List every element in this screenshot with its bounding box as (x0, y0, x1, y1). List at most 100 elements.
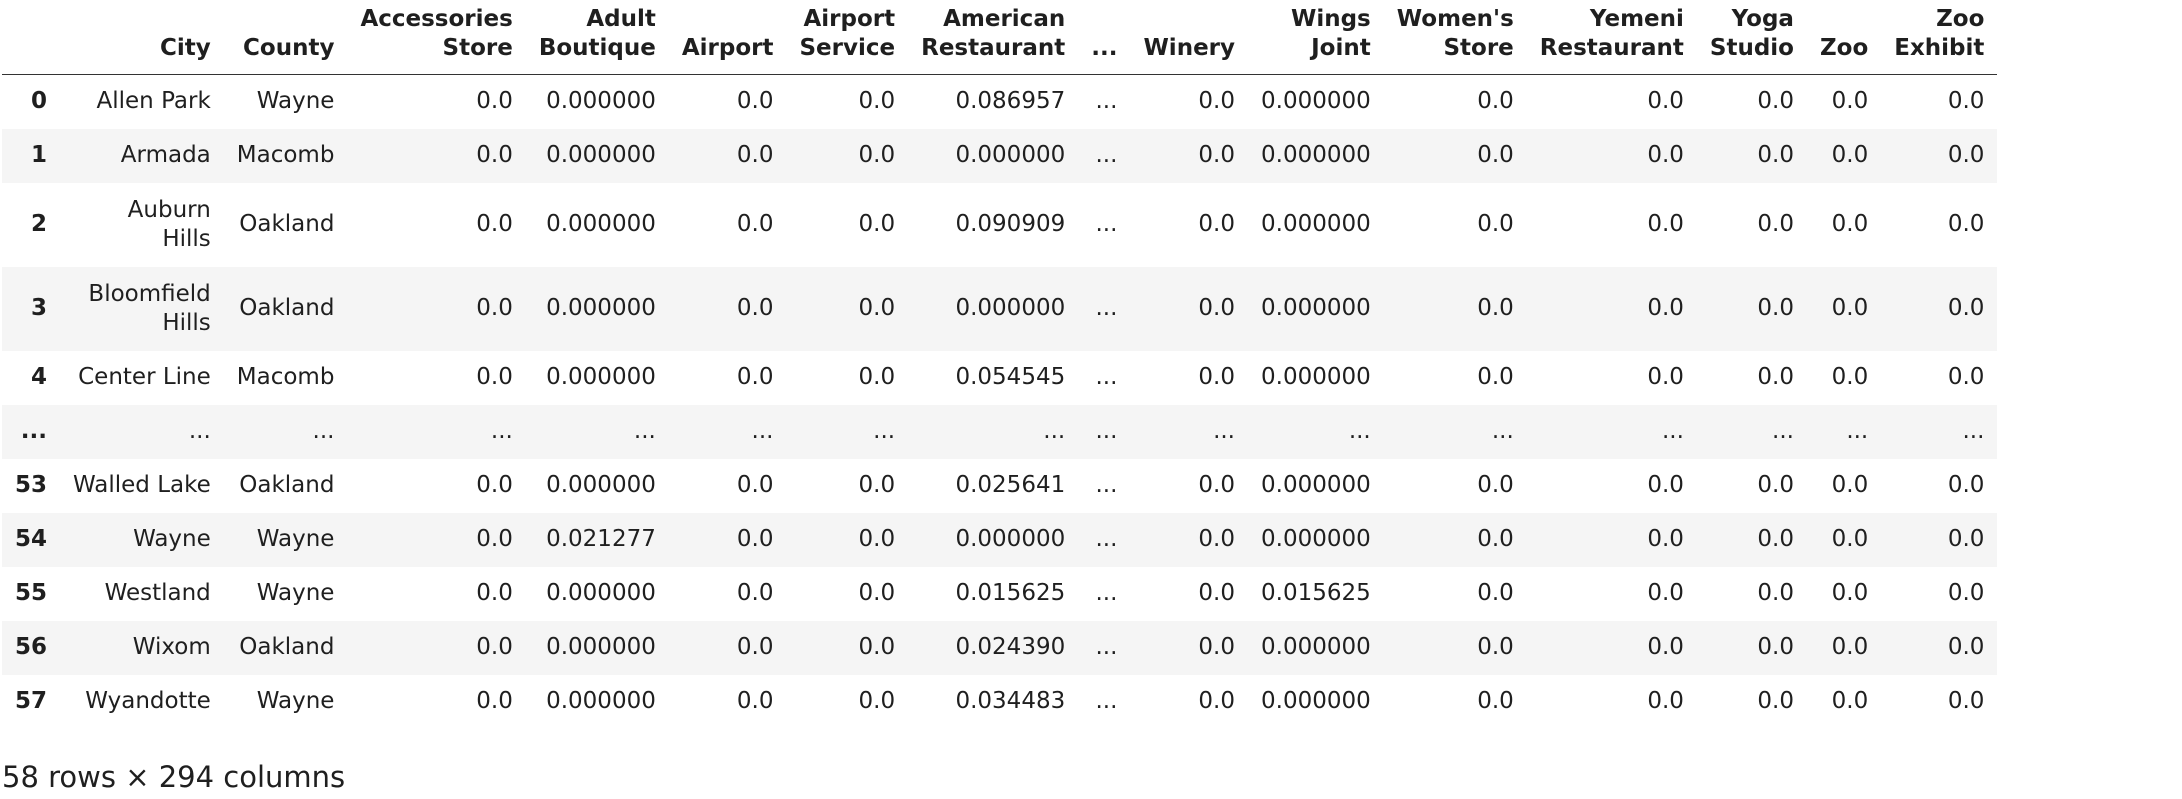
cell-yemeni-restaurant: 0.0 (1647, 364, 1684, 390)
cell-yoga-studio: 0.0 (1757, 526, 1794, 552)
cell-airport: 0.0 (736, 88, 774, 115)
row-index: 54 (15, 526, 48, 552)
cell-zoo-exhibit: 0.0 (1947, 580, 1985, 606)
cell-ellipsis: ... (1095, 211, 1118, 237)
cell-county: Oakland (239, 295, 335, 321)
table-row: 3 Bloomfield Hills Oakland 0.0 0.000000 … (2, 266, 1998, 351)
cell-yemeni-restaurant: 0.0 (1647, 526, 1684, 552)
cell-winery: 0.0 (1198, 634, 1235, 660)
cell-accessories-store: 0.0 (476, 526, 513, 552)
row-index: 1 (31, 142, 48, 168)
cell-adult-boutique: ... (633, 418, 656, 444)
cell-adult-boutique: 0.000000 (546, 580, 656, 606)
row-index: 57 (15, 688, 48, 714)
cell-airport-service: 0.0 (858, 364, 896, 390)
cell-winery: 0.0 (1198, 688, 1235, 714)
table-row: 4 Center Line Macomb 0.0 0.000000 0.0 0.… (2, 351, 1997, 405)
cell-zoo-exhibit: 0.0 (1947, 88, 1985, 115)
cell-ellipsis: ... (1095, 88, 1118, 115)
column-header-adult-boutique: Adult Boutique (525, 0, 669, 75)
cell-zoo: ... (1846, 418, 1869, 444)
dataframe-output: City County Accessories Store Adult Bout… (2, 0, 1998, 729)
cell-county: Oakland (239, 211, 335, 237)
cell-ellipsis: ... (1095, 295, 1118, 321)
cell-yemeni-restaurant: 0.0 (1647, 634, 1684, 660)
cell-yemeni-restaurant: ... (1661, 418, 1684, 444)
cell-accessories-store: 0.0 (476, 580, 513, 606)
cell-yemeni-restaurant: 0.0 (1647, 142, 1684, 168)
cell-county: Wayne (256, 88, 335, 115)
cell-zoo-exhibit: 0.0 (1947, 142, 1985, 168)
cell-airport: 0.0 (736, 688, 774, 714)
cell-ellipsis: ... (1095, 634, 1118, 660)
row-index: 0 (31, 88, 48, 115)
dataframe-shape-summary: 58 rows × 294 columns (2, 760, 346, 794)
table-row: 2 Auburn Hills Oakland 0.0 0.000000 0.0 … (2, 183, 1997, 267)
cell-zoo-exhibit: 0.0 (1947, 295, 1985, 321)
cell-city: Wayne (133, 526, 211, 552)
cell-adult-boutique: 0.000000 (546, 88, 656, 115)
cell-wings-joint: 0.015625 (1261, 580, 1371, 606)
cell-ellipsis: ... (1095, 142, 1118, 168)
cell-yemeni-restaurant: 0.0 (1647, 472, 1684, 498)
cell-zoo-exhibit: 0.0 (1947, 364, 1985, 390)
cell-yoga-studio: 0.0 (1757, 634, 1794, 660)
cell-airport-service: 0.0 (858, 634, 896, 660)
cell-winery: 0.0 (1198, 211, 1235, 237)
cell-american-restaurant: 0.000000 (955, 526, 1066, 552)
table-header: City County Accessories Store Adult Bout… (2, 0, 1998, 75)
cell-airport-service: 0.0 (858, 580, 896, 606)
cell-zoo: 0.0 (1831, 142, 1869, 168)
table-row: 53 Walled Lake Oakland 0.0 0.000000 0.0 … (2, 459, 1997, 513)
cell-winery: 0.0 (1198, 364, 1235, 390)
cell-zoo: 0.0 (1831, 211, 1869, 237)
cell-airport-service: 0.0 (858, 295, 896, 321)
cell-yemeni-restaurant: 0.0 (1647, 580, 1684, 606)
cell-womens-store: 0.0 (1477, 634, 1514, 660)
cell-american-restaurant: 0.015625 (955, 580, 1066, 606)
cell-american-restaurant: ... (1043, 418, 1066, 444)
cell-county: Oakland (239, 634, 335, 660)
cell-city: Wixom (132, 634, 211, 660)
cell-yemeni-restaurant: 0.0 (1647, 688, 1684, 714)
cell-accessories-store: 0.0 (476, 364, 513, 390)
cell-county: Wayne (256, 688, 335, 714)
cell-airport: 0.0 (736, 634, 774, 660)
cell-womens-store: 0.0 (1477, 472, 1514, 498)
cell-county: Oakland (239, 472, 335, 498)
cell-zoo-exhibit: 0.0 (1947, 526, 1985, 552)
cell-ellipsis: ... (1095, 526, 1118, 552)
cell-wings-joint: ... (1348, 418, 1371, 444)
cell-zoo: 0.0 (1831, 634, 1869, 660)
cell-winery: 0.0 (1198, 526, 1235, 552)
column-header-winery: Winery (1130, 0, 1248, 75)
cell-wings-joint: 0.000000 (1261, 295, 1371, 321)
cell-winery: 0.0 (1198, 472, 1235, 498)
cell-wings-joint: 0.000000 (1261, 142, 1371, 168)
cell-zoo-exhibit: 0.0 (1947, 634, 1985, 660)
cell-zoo-exhibit: ... (1962, 418, 1985, 444)
cell-adult-boutique: 0.000000 (546, 688, 656, 714)
dataframe-table: City County Accessories Store Adult Bout… (2, 0, 1998, 729)
header-row: City County Accessories Store Adult Bout… (2, 0, 1998, 75)
cell-city: Wyandotte (85, 688, 211, 714)
cell-county: Wayne (256, 526, 335, 552)
index-header (2, 0, 61, 75)
row-index: 4 (31, 364, 48, 390)
row-index: 55 (15, 580, 48, 606)
table-row: 56 Wixom Oakland 0.0 0.000000 0.0 0.0 0.… (2, 620, 1998, 675)
cell-yemeni-restaurant: 0.0 (1647, 88, 1684, 115)
cell-yemeni-restaurant: 0.0 (1647, 211, 1684, 237)
cell-accessories-store: 0.0 (476, 634, 513, 660)
cell-city: Walled Lake (73, 472, 211, 498)
cell-yoga-studio: 0.0 (1757, 142, 1794, 168)
cell-airport: 0.0 (736, 142, 774, 168)
cell-yoga-studio: 0.0 (1757, 88, 1794, 115)
cell-ellipsis: ... (1095, 580, 1118, 606)
cell-winery: ... (1213, 418, 1235, 444)
row-index: 2 (31, 211, 48, 237)
table-row: 57 Wyandotte Wayne 0.0 0.000000 0.0 0.0 … (2, 675, 1997, 729)
column-header-american-restaurant: American Restaurant (908, 0, 1079, 75)
column-header-accessories-store: Accessories Store (347, 0, 526, 75)
cell-adult-boutique: 0.000000 (546, 634, 656, 660)
